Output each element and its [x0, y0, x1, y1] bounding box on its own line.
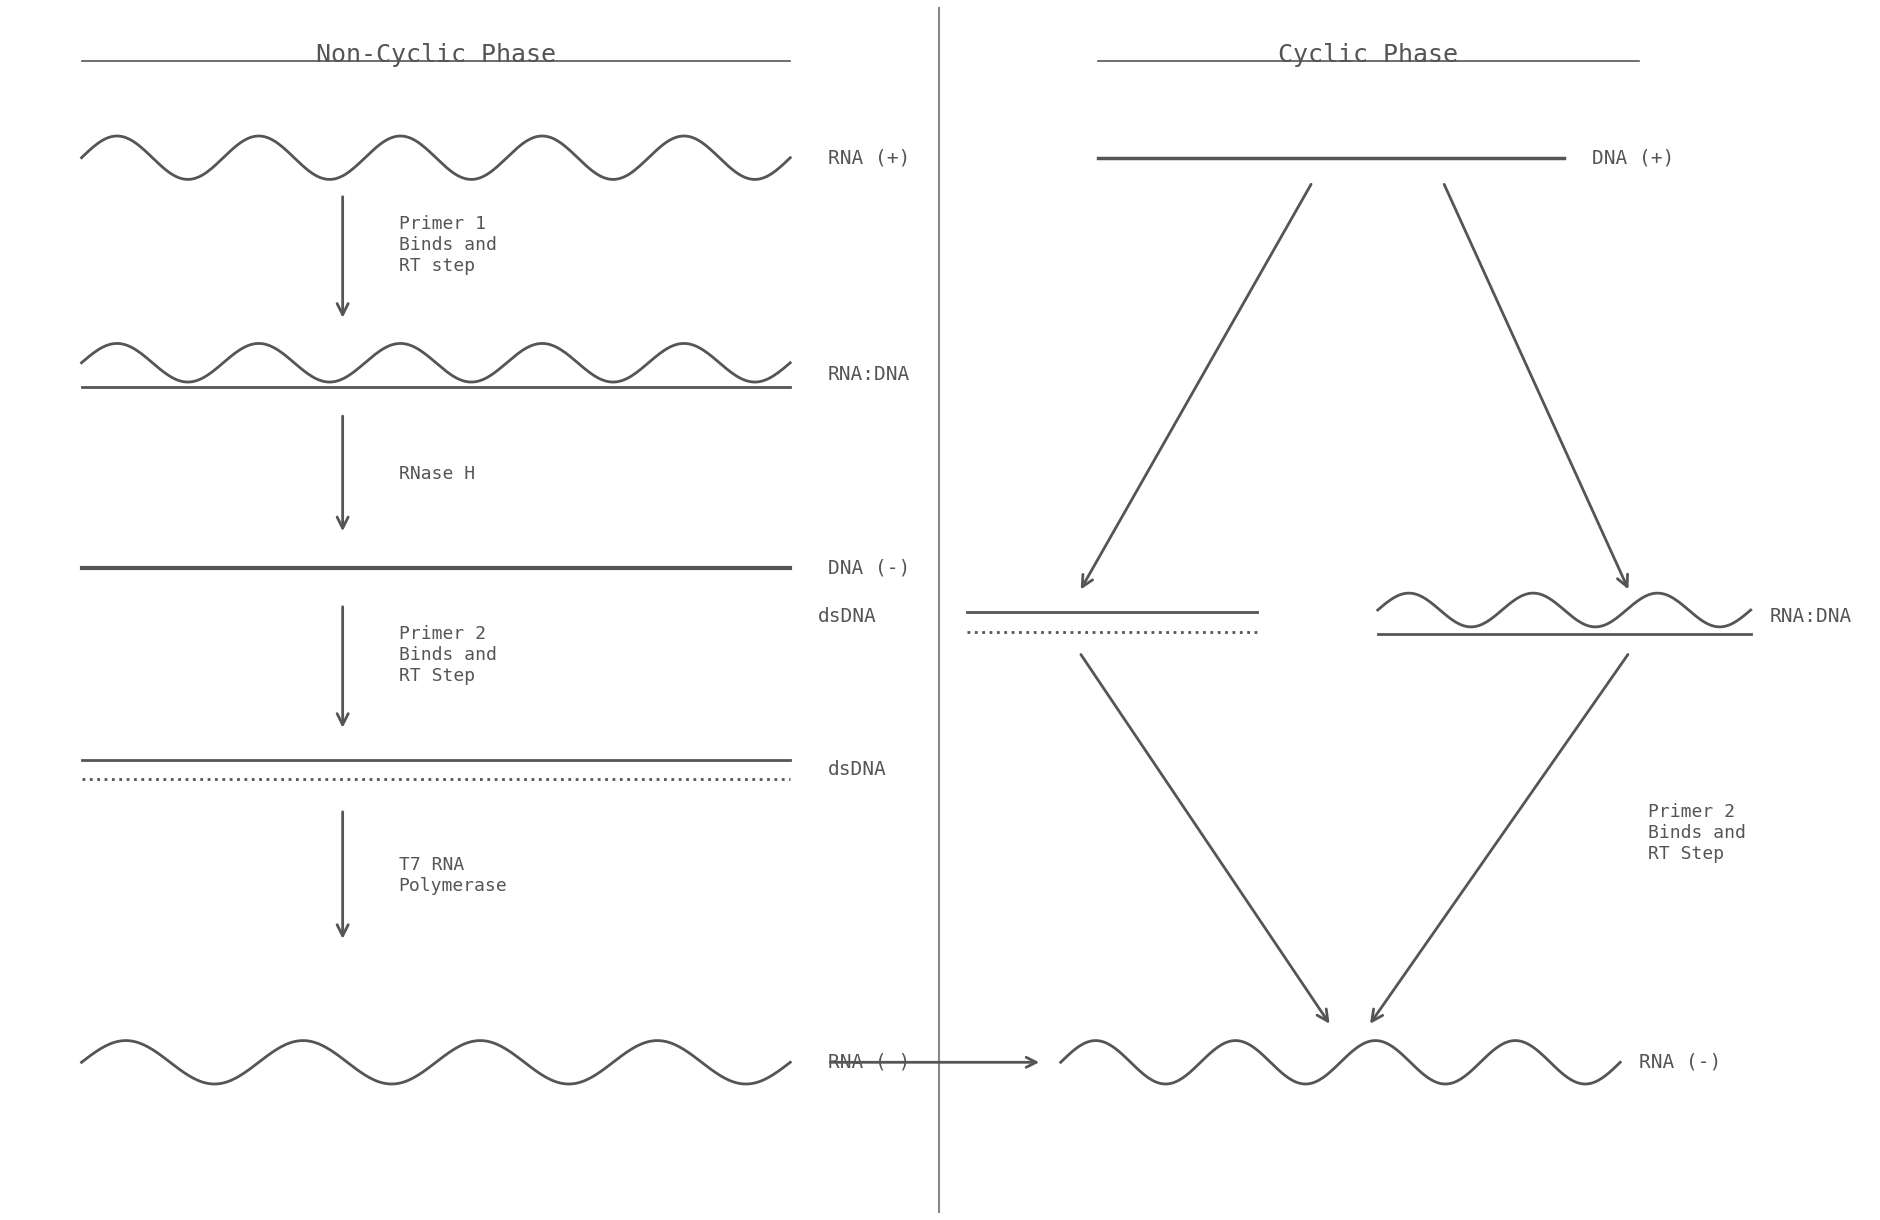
Text: Primer 1
Binds and
RT step: Primer 1 Binds and RT step [399, 216, 496, 274]
Text: Non-Cyclic Phase: Non-Cyclic Phase [316, 43, 556, 67]
Text: RNA (-): RNA (-) [827, 1053, 910, 1072]
Text: T7 RNA
Polymerase: T7 RNA Polymerase [399, 856, 508, 894]
Text: RNA (+): RNA (+) [827, 148, 910, 167]
Text: Cyclic Phase: Cyclic Phase [1278, 43, 1457, 67]
Text: RNA:DNA: RNA:DNA [1769, 606, 1850, 626]
Text: Primer 2
Binds and
RT Step: Primer 2 Binds and RT Step [399, 626, 496, 684]
Text: RNA (-): RNA (-) [1637, 1053, 1720, 1072]
Text: RNase H: RNase H [399, 465, 474, 483]
Text: DNA (+): DNA (+) [1590, 148, 1673, 167]
Text: DNA (-): DNA (-) [827, 559, 910, 577]
Text: dsDNA: dsDNA [818, 606, 876, 626]
Text: RNA:DNA: RNA:DNA [827, 365, 910, 384]
Text: Primer 2
Binds and
RT Step: Primer 2 Binds and RT Step [1647, 803, 1745, 863]
Text: dsDNA: dsDNA [827, 760, 885, 778]
